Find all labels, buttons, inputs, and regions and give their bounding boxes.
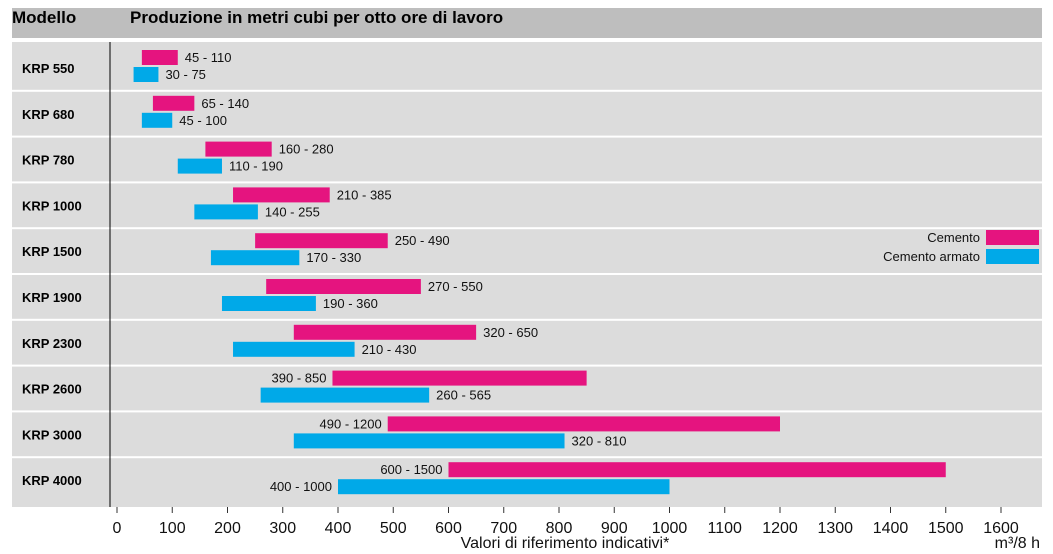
x-axis: Valori di riferimento indicativi* m³/8 h… [113, 507, 1040, 552]
label-cemento-armato: 170 - 330 [306, 250, 361, 265]
x-tick-label: 400 [325, 520, 352, 537]
model-label: KRP 4000 [22, 473, 82, 488]
bar-cemento-armato [233, 341, 355, 357]
label-cemento: 250 - 490 [395, 233, 450, 248]
x-tick-label: 200 [214, 520, 241, 537]
bar-cemento [141, 50, 178, 65]
x-tick-label: 1300 [817, 520, 853, 537]
row-separator [12, 89, 1042, 92]
range-labels: 45 - 110 30 - 75 65 - 140 45 - 100 160 - 280… [165, 50, 626, 494]
label-cemento: 65 - 140 [201, 96, 249, 111]
model-label: KRP 550 [22, 61, 75, 76]
label-cemento: 490 - 1200 [320, 416, 382, 431]
legend: Cemento Cemento armato [883, 230, 1039, 264]
model-label: KRP 1000 [22, 198, 82, 213]
label-cemento-armato: 260 - 565 [436, 388, 491, 403]
bar-cemento [255, 233, 388, 249]
label-cemento-armato: 140 - 255 [265, 204, 320, 219]
header-modello: Modello [12, 8, 76, 27]
bar-cemento [448, 462, 946, 478]
x-tick-label: 800 [546, 520, 573, 537]
x-tick-label: 700 [490, 520, 517, 537]
legend-swatch [986, 230, 1039, 245]
row-separator [12, 181, 1042, 184]
bar-cemento-armato [210, 250, 300, 266]
model-label: KRP 1500 [22, 244, 82, 259]
label-cemento: 270 - 550 [428, 279, 483, 294]
header-production: Produzione in metri cubi per otto ore di… [130, 8, 503, 27]
bar-cemento [205, 141, 272, 157]
x-tick-label: 1100 [708, 520, 743, 537]
model-label: KRP 2600 [22, 382, 82, 397]
bar-cemento [152, 95, 195, 111]
model-label: KRP 3000 [22, 427, 82, 442]
bar-cemento-armato [133, 67, 159, 82]
x-tick-label: 1600 [983, 520, 1019, 537]
bar-cemento [387, 416, 780, 432]
bar-cemento [332, 370, 587, 386]
model-label: KRP 1900 [22, 290, 82, 305]
x-tick-label: 600 [435, 520, 462, 537]
label-cemento: 600 - 1500 [380, 462, 442, 477]
bar-cemento-armato [177, 158, 222, 174]
x-tick-label: 1400 [873, 520, 909, 537]
x-tick-label: 900 [601, 520, 628, 537]
bar-cemento-armato [260, 387, 430, 403]
bar-cemento-armato [338, 479, 670, 495]
x-axis-label: Valori di riferimento indicativi* [461, 535, 670, 552]
bar-cemento [266, 279, 421, 294]
label-cemento-armato: 110 - 190 [229, 159, 283, 174]
label-cemento-armato: 30 - 75 [165, 67, 205, 82]
model-label: KRP 680 [22, 107, 75, 122]
grid [12, 42, 1042, 507]
bar-cemento-armato [221, 296, 316, 311]
model-label: KRP 780 [22, 153, 75, 168]
label-cemento: 45 - 110 [185, 50, 232, 65]
row-separator [12, 135, 1042, 138]
label-cemento: 210 - 385 [337, 187, 392, 202]
label-cemento-armato: 400 - 1000 [270, 479, 332, 494]
row-separator [12, 227, 1042, 230]
x-tick-label: 0 [113, 520, 122, 537]
model-labels: KRP 550 KRP 680 KRP 780 KRP 1000 KRP 1500 KRP… [22, 61, 82, 488]
x-tick-label: 1500 [928, 520, 964, 537]
header-background [12, 8, 1042, 38]
x-tick-label: 1200 [762, 520, 798, 537]
label-cemento: 160 - 280 [279, 142, 334, 157]
label-cemento: 390 - 850 [272, 371, 327, 386]
bar-cemento [233, 187, 330, 203]
unit-label: m³/8 h [995, 535, 1040, 552]
bar-cemento-armato [293, 433, 565, 449]
row-separator [12, 410, 1042, 413]
legend-label: Cemento armato [883, 249, 980, 264]
bar-cemento-armato [194, 204, 258, 220]
legend-label: Cemento [927, 230, 980, 245]
label-cemento-armato: 45 - 100 [179, 113, 227, 128]
bar-cemento [293, 324, 477, 340]
row-separator [12, 318, 1042, 321]
x-tick-label: 1000 [652, 520, 688, 537]
row-separator [12, 273, 1042, 275]
row-separator [12, 364, 1042, 367]
label-cemento: 320 - 650 [483, 325, 538, 340]
x-tick-label: 300 [269, 520, 296, 537]
label-cemento-armato: 210 - 430 [362, 342, 417, 357]
label-cemento-armato: 320 - 810 [572, 433, 627, 448]
table-header: Modello Produzione in metri cubi per ott… [12, 8, 503, 27]
legend-swatch [986, 249, 1039, 264]
model-label: KRP 2300 [22, 336, 82, 351]
x-tick-label: 500 [380, 520, 407, 537]
bars [133, 50, 946, 495]
bar-cemento-armato [141, 112, 173, 128]
x-tick-label: 100 [159, 520, 186, 537]
row-separator [12, 456, 1042, 459]
label-cemento-armato: 190 - 360 [323, 296, 378, 311]
